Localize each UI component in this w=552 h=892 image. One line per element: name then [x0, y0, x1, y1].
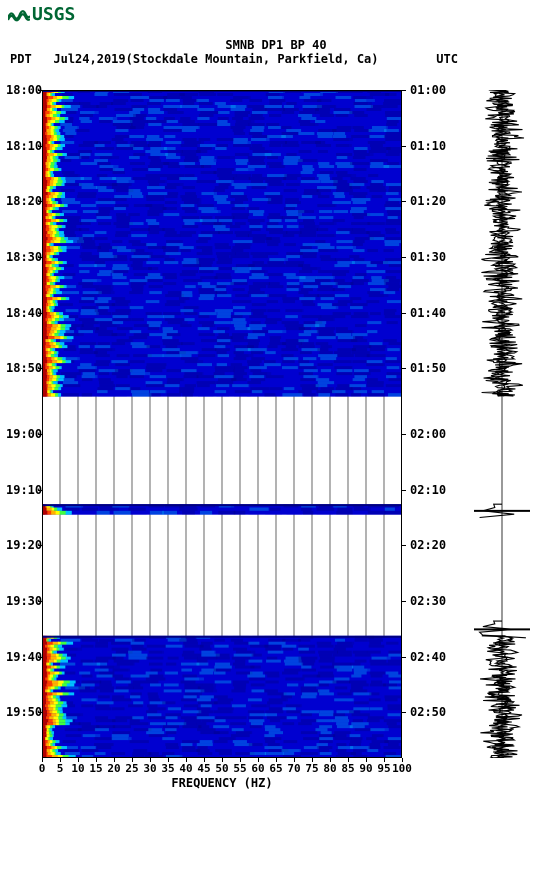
- y-tick-right: 02:50: [410, 705, 446, 719]
- y-tick-left: 19:20: [6, 538, 42, 552]
- spectrogram-canvas: [42, 90, 402, 758]
- x-tick: 95: [377, 762, 390, 775]
- location-label: (Stockdale Mountain, Parkfield, Ca): [126, 52, 379, 66]
- x-tick: 100: [392, 762, 412, 775]
- y-tick-left: 18:20: [6, 194, 42, 208]
- y-tick-left: 19:30: [6, 594, 42, 608]
- x-tick: 50: [215, 762, 228, 775]
- x-tick: 85: [341, 762, 354, 775]
- x-tick: 10: [71, 762, 84, 775]
- y-tick-right: 02:40: [410, 650, 446, 664]
- y-tick-right: 02:30: [410, 594, 446, 608]
- y-tick-right: 02:10: [410, 483, 446, 497]
- x-tick: 65: [269, 762, 282, 775]
- y-tick-right: 01:30: [410, 250, 446, 264]
- logo-text: USGS: [32, 4, 75, 25]
- x-tick: 60: [251, 762, 264, 775]
- x-tick: 30: [143, 762, 156, 775]
- x-tick: 70: [287, 762, 300, 775]
- chart-title: SMNB DP1 BP 40 PDT Jul24,2019(Stockdale …: [0, 38, 552, 66]
- title-line1: SMNB DP1 BP 40: [0, 38, 552, 52]
- y-tick-left: 18:00: [6, 83, 42, 97]
- y-tick-right: 01:50: [410, 361, 446, 375]
- tz-left-label: PDT: [10, 52, 32, 66]
- y-tick-left: 18:40: [6, 306, 42, 320]
- usgs-logo: USGS: [8, 4, 75, 25]
- y-tick-left: 18:10: [6, 139, 42, 153]
- x-tick: 40: [179, 762, 192, 775]
- waveform-canvas: [466, 90, 538, 758]
- wave-icon: [8, 6, 30, 24]
- y-tick-left: 18:50: [6, 361, 42, 375]
- y-tick-left: 19:00: [6, 427, 42, 441]
- date-label: Jul24,2019: [53, 52, 125, 66]
- x-tick: 45: [197, 762, 210, 775]
- y-tick-left: 19:40: [6, 650, 42, 664]
- y-tick-left: 19:10: [6, 483, 42, 497]
- x-tick: 75: [305, 762, 318, 775]
- x-tick: 90: [359, 762, 372, 775]
- y-tick-right: 02:00: [410, 427, 446, 441]
- y-tick-left: 19:50: [6, 705, 42, 719]
- spectrogram-chart: [42, 90, 402, 758]
- y-tick-right: 01:20: [410, 194, 446, 208]
- x-tick: 80: [323, 762, 336, 775]
- x-axis-title: FREQUENCY (HZ): [171, 776, 272, 790]
- x-tick: 55: [233, 762, 246, 775]
- x-tick: 0: [39, 762, 46, 775]
- waveform-panel: [466, 90, 538, 758]
- x-tick: 15: [89, 762, 102, 775]
- y-tick-right: 02:20: [410, 538, 446, 552]
- x-tick: 5: [57, 762, 64, 775]
- y-tick-right: 01:40: [410, 306, 446, 320]
- y-tick-right: 01:10: [410, 139, 446, 153]
- x-tick: 20: [107, 762, 120, 775]
- title-line2: PDT Jul24,2019(Stockdale Mountain, Parkf…: [0, 52, 552, 66]
- x-tick: 25: [125, 762, 138, 775]
- x-tick: 35: [161, 762, 174, 775]
- tz-right-label: UTC: [436, 52, 458, 66]
- y-tick-right: 01:00: [410, 83, 446, 97]
- y-tick-left: 18:30: [6, 250, 42, 264]
